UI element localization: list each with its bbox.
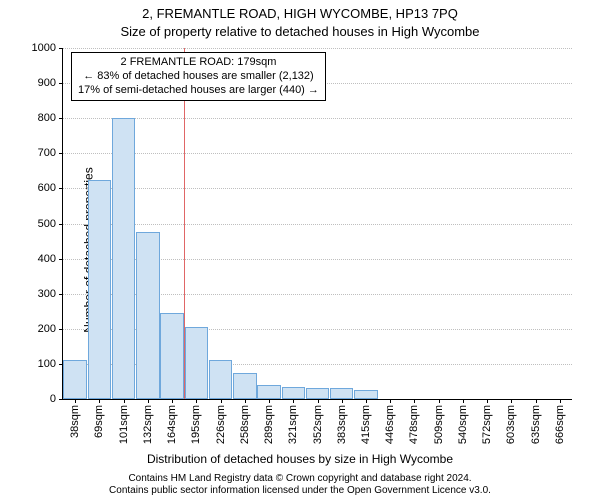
gridline (63, 118, 572, 119)
x-tick-mark (536, 399, 537, 403)
x-tick-mark (269, 399, 270, 403)
x-tick-label: 195sqm (190, 405, 202, 444)
x-tick-label: 415sqm (360, 405, 372, 444)
y-tick-label: 400 (38, 253, 56, 265)
x-tick-label: 101sqm (118, 405, 130, 444)
x-tick-label: 164sqm (166, 405, 178, 444)
y-tick-label: 600 (38, 182, 56, 194)
histogram-bar (136, 232, 160, 399)
x-tick-label: 38sqm (69, 405, 81, 438)
x-tick-label: 258sqm (239, 405, 251, 444)
annotation-line-1: 2 FREMANTLE ROAD: 179sqm (78, 56, 319, 70)
x-tick-mark (196, 399, 197, 403)
y-tick-mark (59, 48, 63, 49)
y-tick-mark (59, 294, 63, 295)
y-tick-mark (59, 329, 63, 330)
histogram-bar (282, 387, 306, 399)
x-tick-label: 69sqm (93, 405, 105, 438)
gridline (63, 224, 572, 225)
x-tick-mark (293, 399, 294, 403)
footer-attribution: Contains HM Land Registry data © Crown c… (0, 473, 600, 497)
histogram-bar (233, 373, 257, 399)
y-tick-label: 700 (38, 147, 56, 159)
histogram-bar (209, 360, 233, 399)
x-tick-label: 132sqm (142, 405, 154, 444)
histogram-bar (306, 388, 330, 399)
y-tick-mark (59, 259, 63, 260)
x-tick-mark (124, 399, 125, 403)
x-tick-mark (390, 399, 391, 403)
y-tick-label: 1000 (32, 42, 56, 54)
x-tick-label: 289sqm (263, 405, 275, 444)
y-tick-label: 500 (38, 218, 56, 230)
histogram-bar (257, 385, 281, 399)
y-tick-mark (59, 83, 63, 84)
x-tick-mark (487, 399, 488, 403)
y-tick-label: 300 (38, 288, 56, 300)
y-tick-mark (59, 153, 63, 154)
gridline (63, 48, 572, 49)
x-tick-mark (439, 399, 440, 403)
histogram-bar (63, 360, 87, 399)
x-tick-label: 226sqm (215, 405, 227, 444)
y-tick-mark (59, 399, 63, 400)
x-tick-mark (414, 399, 415, 403)
chart-subtitle: Size of property relative to detached ho… (0, 24, 600, 39)
x-tick-mark (148, 399, 149, 403)
histogram-bar (185, 327, 209, 399)
histogram-bar (112, 118, 136, 399)
footer-line-1: Contains HM Land Registry data © Crown c… (0, 473, 600, 485)
x-tick-mark (221, 399, 222, 403)
gridline (63, 153, 572, 154)
x-tick-mark (560, 399, 561, 403)
x-tick-mark (366, 399, 367, 403)
x-tick-label: 446sqm (384, 405, 396, 444)
y-tick-mark (59, 188, 63, 189)
y-tick-mark (59, 224, 63, 225)
y-tick-label: 200 (38, 323, 56, 335)
x-tick-label: 352sqm (312, 405, 324, 444)
x-tick-mark (318, 399, 319, 403)
x-tick-label: 635sqm (530, 405, 542, 444)
x-tick-mark (342, 399, 343, 403)
histogram-bar (160, 313, 184, 399)
x-tick-label: 509sqm (433, 405, 445, 444)
x-tick-label: 572sqm (481, 405, 493, 444)
x-tick-label: 478sqm (408, 405, 420, 444)
y-tick-label: 100 (38, 358, 56, 370)
x-tick-mark (463, 399, 464, 403)
x-tick-mark (511, 399, 512, 403)
gridline (63, 188, 572, 189)
y-tick-mark (59, 118, 63, 119)
annotation-line-2: ← 83% of detached houses are smaller (2,… (78, 70, 319, 84)
x-tick-label: 603sqm (505, 405, 517, 444)
histogram-bar (354, 390, 378, 399)
x-tick-label: 383sqm (336, 405, 348, 444)
x-tick-mark (172, 399, 173, 403)
x-tick-label: 666sqm (554, 405, 566, 444)
x-tick-label: 540sqm (457, 405, 469, 444)
histogram-plot: 0100200300400500600700800900100038sqm69s… (62, 48, 572, 400)
x-tick-mark (245, 399, 246, 403)
footer-line-2: Contains public sector information licen… (0, 485, 600, 497)
annotation-line-3: 17% of semi-detached houses are larger (… (78, 84, 319, 98)
histogram-bar (88, 180, 112, 399)
x-axis-label: Distribution of detached houses by size … (0, 452, 600, 466)
y-tick-label: 0 (50, 393, 56, 405)
x-tick-mark (75, 399, 76, 403)
histogram-bar (330, 388, 354, 399)
x-tick-label: 321sqm (287, 405, 299, 444)
page-title: 2, FREMANTLE ROAD, HIGH WYCOMBE, HP13 7P… (0, 6, 600, 21)
y-tick-label: 800 (38, 112, 56, 124)
x-tick-mark (99, 399, 100, 403)
marker-annotation: 2 FREMANTLE ROAD: 179sqm ← 83% of detach… (71, 52, 326, 101)
y-tick-label: 900 (38, 77, 56, 89)
